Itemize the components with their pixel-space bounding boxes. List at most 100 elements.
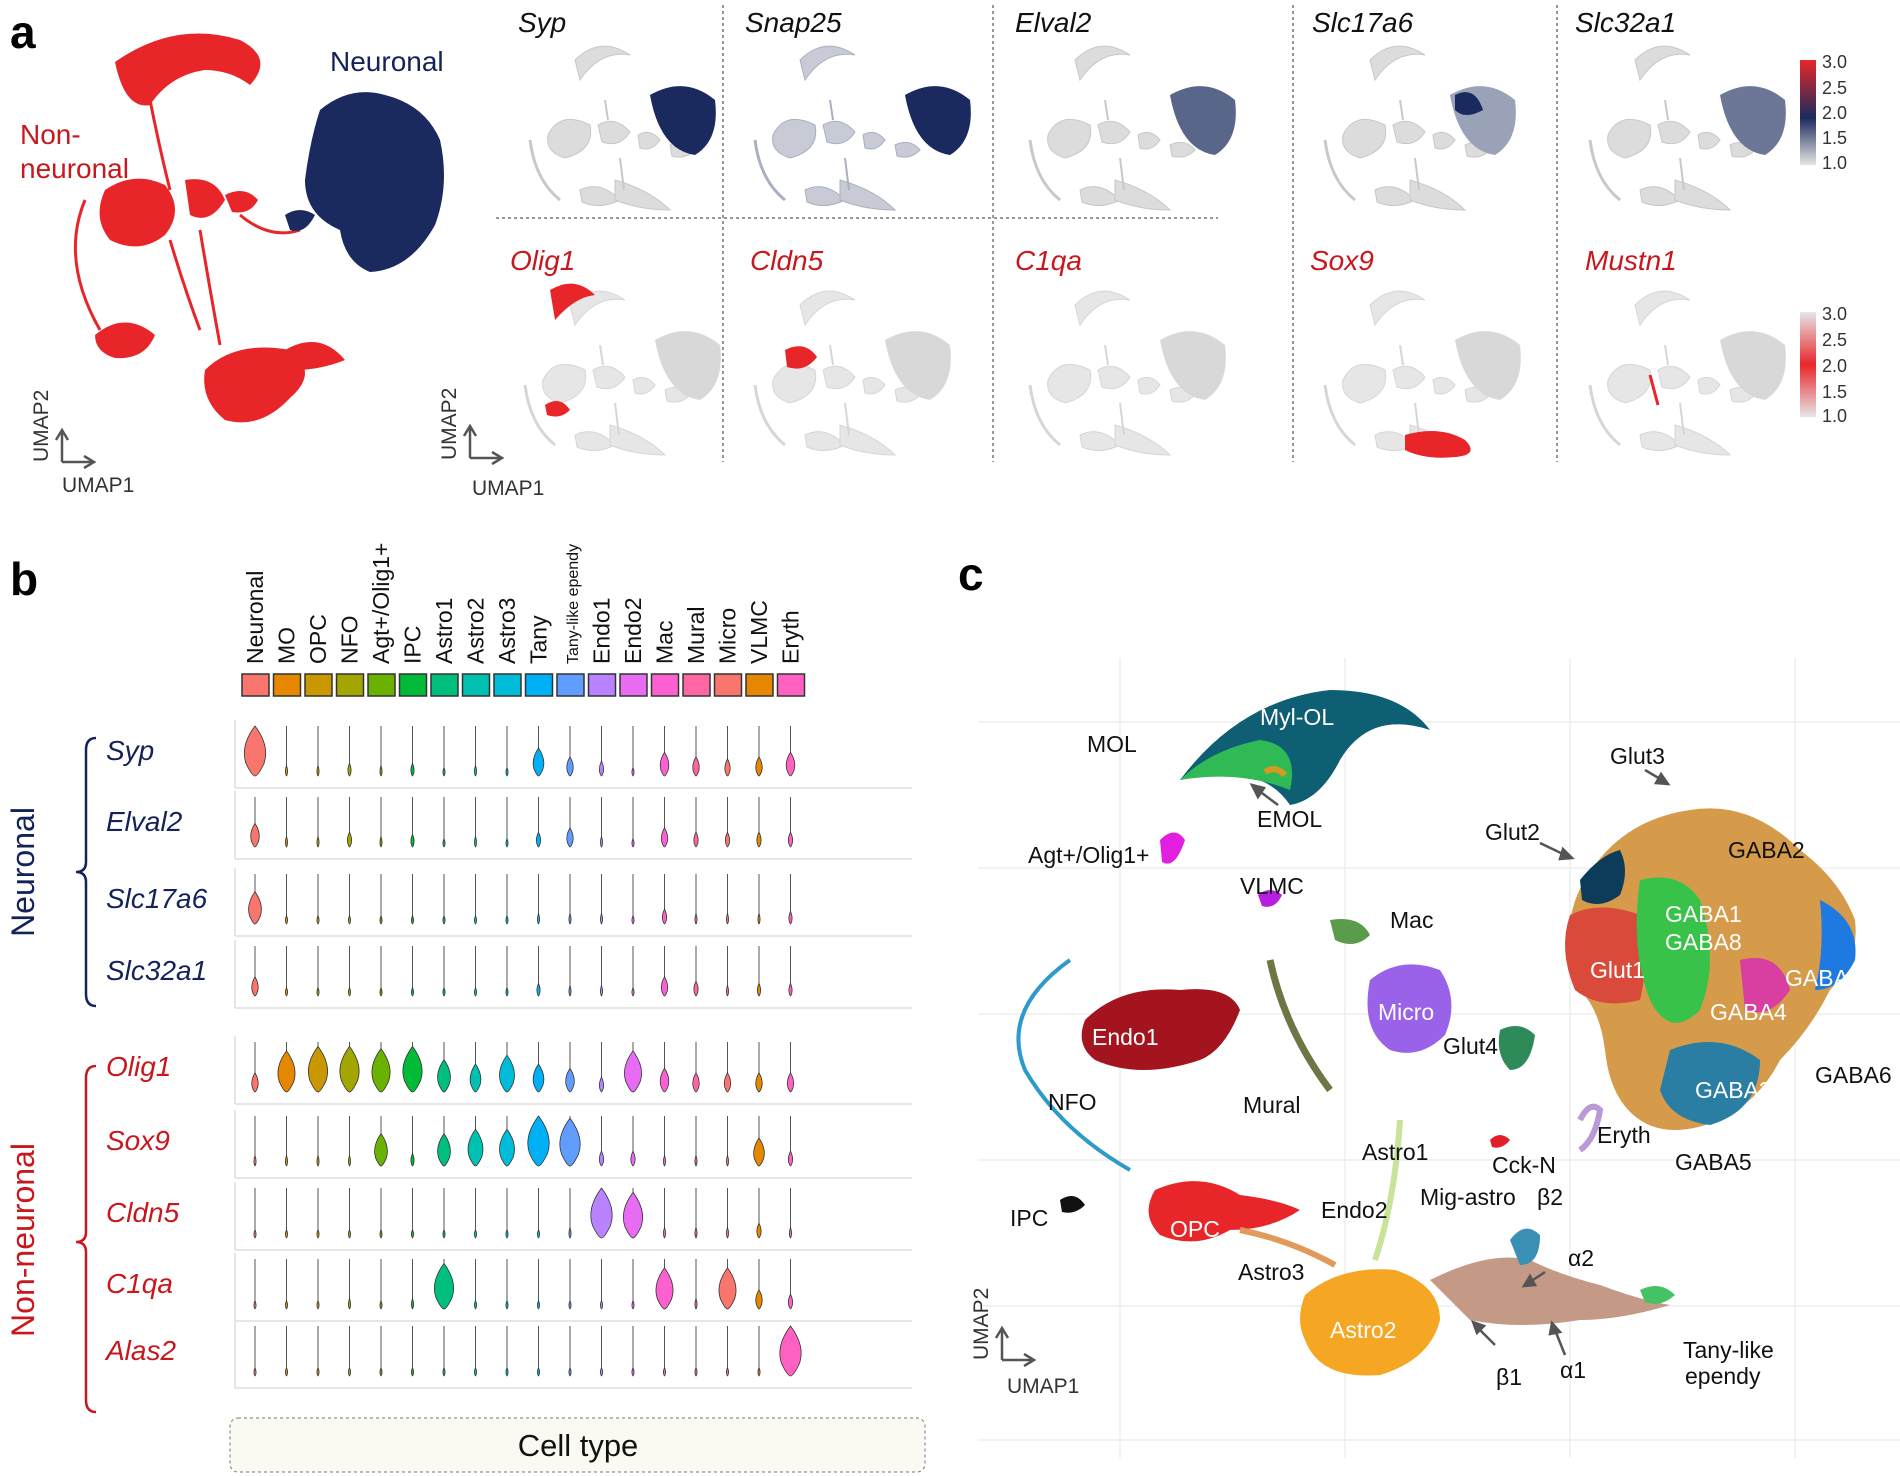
- label-astro2: Astro2: [1330, 1317, 1396, 1343]
- violin: [694, 1226, 698, 1239]
- violin: [559, 1117, 581, 1167]
- mini-umap-snap25: [753, 44, 971, 212]
- group-label-nonneuronal: Non-neuronal: [5, 1143, 41, 1337]
- label-glut4: Glut4: [1443, 1033, 1498, 1059]
- cb1-tick-1: 2.5: [1822, 78, 1847, 98]
- cell-type-color-strip: [241, 673, 806, 697]
- label-agt-olig1: Agt+/Olig1+: [1028, 842, 1149, 868]
- cb2-tick-0: 3.0: [1822, 304, 1847, 324]
- violin: [505, 1228, 509, 1239]
- cell-type-header: VLMC: [746, 600, 772, 664]
- cell-type-header: Mural: [683, 606, 709, 664]
- annotation-arrows: [1249, 768, 1671, 1356]
- label-cck-n: Cck-N: [1492, 1152, 1556, 1178]
- cluster-tanycytes: [1430, 1257, 1670, 1325]
- cell-type-color-swatch: [304, 673, 333, 697]
- violin: [505, 914, 509, 925]
- violin: [789, 1226, 792, 1239]
- violin: [566, 827, 574, 848]
- violin: [316, 1366, 320, 1377]
- axis-arrows-c: [994, 1325, 1037, 1368]
- violin: [660, 827, 669, 848]
- violin: [779, 1325, 802, 1377]
- violin: [565, 1067, 575, 1093]
- violin: [250, 822, 260, 848]
- group-label-neuronal: Neuronal: [5, 807, 41, 937]
- violin-row: Alas2: [104, 1320, 912, 1389]
- cell-type-header: MO: [274, 627, 300, 664]
- violin: [316, 914, 320, 925]
- cluster-mural: [1266, 959, 1333, 1093]
- violin: [474, 1228, 477, 1239]
- violin: [660, 976, 669, 997]
- violin: [402, 1045, 423, 1093]
- violin-gene-label: Slc32a1: [106, 955, 207, 986]
- cluster-oligo: [115, 33, 261, 106]
- violin: [532, 1063, 545, 1093]
- violin: [723, 1072, 732, 1093]
- violin: [316, 1299, 320, 1310]
- violin: [663, 1154, 666, 1167]
- violin: [285, 986, 288, 997]
- label-glut1: Glut1: [1590, 957, 1645, 983]
- violin: [469, 1063, 482, 1093]
- cell-type-headers: Neuronal MO OPC NFO Agt+/Olig1+ IPC Astro1 Astr…: [242, 543, 804, 664]
- cluster-glut4: [1498, 1026, 1535, 1070]
- plot-gridlines: [978, 658, 1900, 1458]
- cell-type-header: IPC: [400, 626, 426, 664]
- cell-type-color-swatch: [587, 673, 617, 697]
- violin-row: Elval2: [106, 791, 912, 860]
- violin: [442, 986, 446, 997]
- violin: [410, 1152, 415, 1167]
- violin: [694, 1366, 698, 1377]
- cluster-micro: [1367, 964, 1452, 1053]
- violin: [411, 1228, 414, 1239]
- violin: [786, 1072, 795, 1093]
- violin: [537, 1228, 540, 1239]
- cluster-endo1: [1081, 989, 1240, 1070]
- violin: [600, 984, 603, 997]
- violin: [757, 912, 761, 925]
- label-gaba1: GABA1: [1665, 901, 1742, 927]
- label-astro1: Astro1: [1362, 1139, 1428, 1165]
- label-astro3: Astro3: [1238, 1259, 1304, 1285]
- mini-umap-olig1: [523, 283, 721, 457]
- violin: [692, 756, 700, 777]
- cb2-tick-4: 1.0: [1822, 406, 1847, 426]
- violin: [663, 1366, 666, 1377]
- violin: [348, 986, 351, 997]
- label-nfo: NFO: [1048, 1089, 1097, 1115]
- violin: [410, 833, 415, 848]
- cell-type-header: Astro3: [494, 598, 520, 664]
- violin: [631, 1366, 635, 1377]
- umap-overview: [73, 33, 444, 423]
- violin: [694, 1154, 698, 1167]
- label-gaba4: GABA4: [1710, 999, 1787, 1025]
- cluster-astro2: [1300, 1269, 1440, 1376]
- cell-type-header: Tany-like ependy: [565, 544, 582, 664]
- label-beta2: β2: [1537, 1184, 1563, 1210]
- violin: [659, 751, 670, 777]
- violin: [787, 1293, 794, 1310]
- violin: [568, 1299, 572, 1310]
- cluster-micro: [225, 191, 258, 213]
- trajectory-4: [168, 239, 202, 331]
- violin: [285, 1366, 288, 1377]
- violin: [347, 762, 352, 777]
- label-gaba7: GABA7: [1785, 965, 1862, 991]
- violin: [568, 1366, 572, 1377]
- violin: [724, 831, 731, 848]
- cluster-myl-ol: [1180, 690, 1430, 805]
- violin: [285, 914, 288, 925]
- violin: [535, 831, 542, 848]
- violin: [316, 1228, 320, 1239]
- violin: [442, 1366, 446, 1377]
- violin: [694, 1297, 698, 1310]
- label-neuronal: Neuronal: [330, 46, 444, 77]
- violin-gene-label: Alas2: [104, 1335, 176, 1366]
- gene-titles-nonneuronal: Olig1 Cldn5 C1qa Sox9 Mustn1: [510, 245, 1677, 276]
- violin-row: C1qa: [106, 1253, 912, 1322]
- violin: [442, 766, 446, 777]
- cell-type-header: Endo1: [589, 597, 615, 664]
- cell-type-header: Neuronal: [242, 571, 268, 664]
